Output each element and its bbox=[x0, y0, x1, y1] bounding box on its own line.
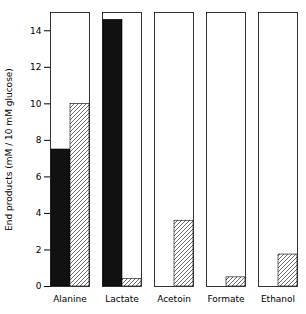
svg-text:0: 0 bbox=[36, 281, 42, 291]
svg-text:2: 2 bbox=[36, 245, 42, 255]
svg-text:End products (mM / 10 mM gluco: End products (mM / 10 mM glucose) bbox=[4, 68, 14, 231]
svg-text:8: 8 bbox=[36, 135, 42, 145]
svg-text:6: 6 bbox=[36, 172, 42, 182]
svg-text:12: 12 bbox=[30, 62, 41, 72]
svg-text:10: 10 bbox=[30, 99, 42, 109]
svg-text:14: 14 bbox=[30, 26, 42, 36]
svg-text:4: 4 bbox=[36, 208, 42, 218]
svg-text:Lactate: Lactate bbox=[105, 294, 139, 304]
svg-text:Alanine: Alanine bbox=[53, 294, 87, 304]
svg-text:Formate: Formate bbox=[207, 294, 245, 304]
svg-text:Acetoin: Acetoin bbox=[157, 294, 191, 304]
svg-text:Ethanol: Ethanol bbox=[261, 294, 295, 304]
